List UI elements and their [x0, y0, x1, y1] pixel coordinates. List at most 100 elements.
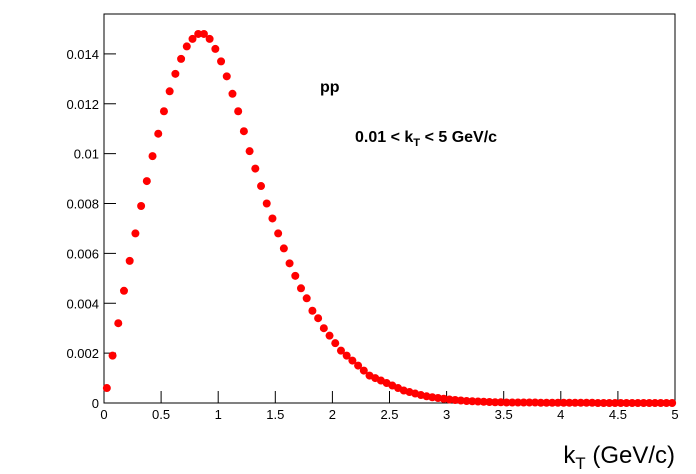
marker	[491, 398, 500, 407]
x-tick-label: 4.5	[609, 407, 627, 422]
marker	[194, 29, 203, 38]
marker	[559, 398, 568, 407]
marker	[302, 294, 311, 303]
marker	[525, 398, 534, 407]
marker	[102, 384, 111, 393]
marker	[354, 361, 363, 370]
y-tick-label: 0.006	[66, 246, 99, 261]
marker	[234, 107, 243, 116]
marker	[154, 129, 163, 138]
y-tick-label: 0.002	[66, 346, 99, 361]
marker	[228, 89, 237, 98]
marker	[656, 399, 665, 407]
marker	[519, 398, 528, 407]
marker	[593, 399, 602, 407]
marker	[245, 147, 254, 156]
marker	[205, 34, 214, 43]
marker	[468, 397, 477, 406]
marker	[485, 398, 494, 407]
x-tick-label: 4	[557, 407, 564, 422]
marker	[348, 356, 357, 365]
marker	[142, 177, 151, 186]
marker	[331, 339, 340, 348]
y-tick-label: 0.012	[66, 97, 99, 112]
marker	[633, 399, 642, 407]
marker	[645, 399, 654, 407]
y-tick-label: 0.01	[74, 147, 99, 162]
x-tick-label: 0.5	[152, 407, 170, 422]
marker	[131, 229, 140, 238]
marker	[177, 54, 186, 63]
marker	[588, 398, 597, 407]
marker	[576, 398, 585, 407]
marker	[451, 396, 460, 405]
marker	[628, 399, 637, 407]
marker	[474, 397, 483, 406]
marker	[502, 398, 511, 407]
marker	[508, 398, 517, 407]
marker	[565, 398, 574, 407]
marker	[148, 152, 157, 161]
marker	[262, 199, 271, 208]
frame	[103, 13, 676, 404]
marker	[325, 331, 334, 340]
x-axis-title-part: (GeV/c)	[586, 442, 675, 469]
marker	[165, 87, 174, 96]
x-tick-label: 0	[100, 407, 107, 422]
annotation: pp	[320, 79, 340, 96]
marker	[314, 314, 323, 323]
y-tick-label: 0	[92, 396, 99, 411]
marker	[119, 286, 128, 295]
marker	[268, 214, 277, 223]
marker	[571, 398, 580, 407]
marker	[611, 399, 620, 407]
marker	[159, 107, 168, 116]
marker	[605, 399, 614, 407]
annotation-part: T	[413, 137, 420, 149]
x-axis-title: kT (GeV/c)	[563, 442, 675, 473]
marker	[319, 324, 328, 333]
marker	[616, 399, 625, 407]
marker	[239, 127, 248, 136]
y-tick-label: 0.004	[66, 296, 99, 311]
marker	[531, 398, 540, 407]
marker	[513, 398, 522, 407]
marker	[536, 398, 545, 407]
x-tick-label: 1	[215, 407, 222, 422]
x-tick-label: 5	[671, 407, 678, 422]
marker	[296, 284, 305, 293]
marker	[182, 42, 191, 51]
x-tick-label: 3.5	[495, 407, 513, 422]
marker	[257, 182, 266, 191]
x-axis-title-part: k	[563, 442, 576, 469]
marker	[359, 366, 368, 375]
x-axis-title-part: T	[575, 454, 585, 473]
y-tick-label: 0.008	[66, 197, 99, 212]
marker	[308, 306, 317, 315]
y-tick-label: 0.014	[66, 47, 99, 62]
marker	[222, 72, 231, 81]
marker	[171, 69, 180, 78]
marker	[217, 57, 226, 66]
marker	[274, 229, 283, 238]
marker	[479, 397, 488, 406]
marker	[599, 399, 608, 407]
marker	[188, 34, 197, 43]
x-tick-label: 1.5	[266, 407, 284, 422]
marker	[199, 29, 208, 38]
marker	[285, 259, 294, 268]
marker	[496, 398, 505, 407]
marker	[291, 271, 300, 280]
marker	[548, 398, 557, 407]
marker	[668, 399, 677, 407]
marker	[125, 256, 134, 265]
marker	[622, 399, 631, 407]
marker	[542, 398, 551, 407]
marker	[336, 346, 345, 355]
marker	[456, 396, 465, 405]
x-tick-label: 2	[329, 407, 336, 422]
annotation-part: < 5 GeV/c	[420, 129, 497, 146]
marker	[211, 44, 220, 53]
